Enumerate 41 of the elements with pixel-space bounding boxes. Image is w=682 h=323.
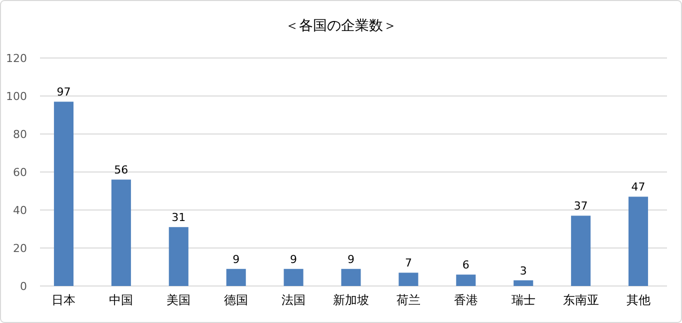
data-label: 9 <box>290 252 298 266</box>
data-label: 3 <box>520 264 527 278</box>
bar <box>168 227 188 286</box>
bar <box>111 180 131 286</box>
bar <box>54 102 74 286</box>
chart-title: ＜各国の企業数＞ <box>285 18 397 34</box>
data-label: 9 <box>232 252 240 266</box>
y-tick-label: 60 <box>13 166 27 179</box>
bar <box>571 216 591 286</box>
x-tick-label: 瑞士 <box>511 293 536 307</box>
data-label: 97 <box>56 86 71 99</box>
data-label: 9 <box>348 252 354 266</box>
bar <box>284 268 304 286</box>
y-tick-label: 0 <box>20 280 27 293</box>
bar <box>226 268 246 286</box>
data-label: 47 <box>631 180 646 194</box>
x-tick-label: 日本 <box>52 293 76 307</box>
x-tick-label: 其他 <box>626 293 650 307</box>
y-tick-label: 80 <box>13 128 27 141</box>
data-label: 56 <box>114 164 128 177</box>
x-tick-label: 新加坡 <box>333 293 369 307</box>
x-tick-label: 东南亚 <box>562 293 599 307</box>
x-tick-label: 美国 <box>166 293 191 307</box>
bar <box>628 196 648 286</box>
bar <box>398 272 418 286</box>
y-tick-label: 20 <box>13 242 27 255</box>
data-label: 7 <box>404 256 412 270</box>
x-tick-label: 中国 <box>109 293 134 307</box>
x-tick-label: 法国 <box>282 293 306 307</box>
bar <box>456 274 476 286</box>
x-tick-label: 香港 <box>454 293 478 307</box>
y-tick-label: 40 <box>13 204 27 217</box>
data-label: 31 <box>172 211 186 224</box>
bar <box>514 280 534 286</box>
y-tick-label: 120 <box>6 52 27 65</box>
data-label: 37 <box>574 200 588 213</box>
x-tick-label: 德国 <box>224 293 248 307</box>
y-tick-label: 100 <box>6 90 27 103</box>
data-label: 6 <box>462 258 470 272</box>
x-tick-label: 荷兰 <box>396 293 420 307</box>
bar <box>341 268 361 286</box>
